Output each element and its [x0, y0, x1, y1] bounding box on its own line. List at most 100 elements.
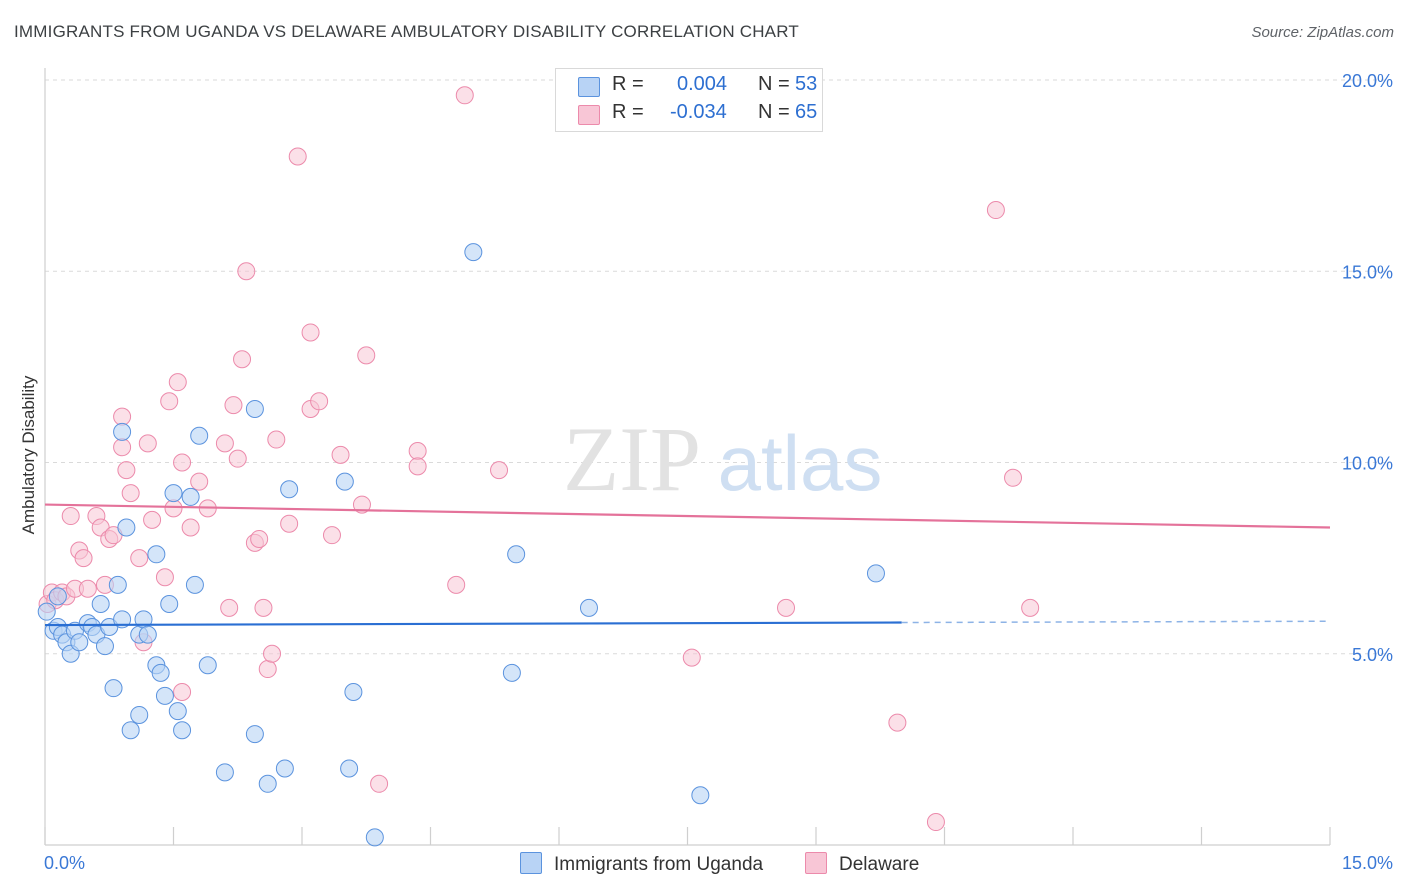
y-tick-label: 15.0% [1342, 262, 1393, 282]
delaware-point [490, 461, 509, 480]
delaware-point [121, 484, 140, 503]
uganda-point [91, 595, 110, 614]
legend-item-delaware: Delaware [805, 852, 919, 876]
uganda-point [37, 602, 56, 621]
uganda-point [173, 721, 192, 740]
uganda-swatch [578, 77, 600, 97]
legend-item-uganda: Immigrants from Uganda [520, 852, 763, 876]
uganda-point [275, 759, 294, 778]
delaware-point [168, 373, 187, 392]
y-axis-label: Ambulatory Disability [19, 375, 38, 534]
uganda-point [164, 484, 183, 503]
delaware-point [237, 262, 256, 281]
uganda-point [198, 656, 217, 675]
delaware-point [215, 434, 234, 453]
delaware-point [117, 461, 136, 480]
uganda-point [70, 633, 89, 652]
n-value: 53 [795, 73, 818, 95]
delaware-point [130, 549, 149, 568]
delaware-point [155, 568, 174, 587]
r-label: R = [612, 101, 644, 123]
uganda-trend-line [44, 621, 902, 627]
watermark-atlas: atlas [718, 419, 883, 507]
uganda-point [365, 828, 384, 847]
delaware-point [408, 442, 427, 461]
uganda-legend-label: Immigrants from Uganda [554, 854, 764, 875]
delaware-point [447, 575, 466, 594]
uganda-point [113, 610, 132, 629]
delaware-point [138, 434, 157, 453]
r-value: -0.034 [670, 101, 727, 123]
uganda-point [245, 725, 264, 744]
uganda-point [579, 598, 598, 617]
watermark-zip: ZIP [563, 408, 701, 510]
uganda-point [151, 663, 170, 682]
source-credit: Source: ZipAtlas.com [1251, 24, 1394, 41]
uganda-point [280, 480, 299, 499]
uganda-point [117, 518, 136, 537]
n-label: N = [758, 101, 790, 123]
series-delaware-points [38, 86, 1040, 832]
uganda-point [168, 702, 187, 721]
uganda-point [48, 587, 67, 606]
delaware-point [173, 453, 192, 472]
delaware-point [224, 396, 243, 415]
delaware-point [455, 86, 474, 105]
uganda-point [130, 705, 149, 724]
uganda-point [160, 595, 179, 614]
uganda-point [691, 786, 710, 805]
delaware-legend-swatch [805, 852, 827, 874]
delaware-point [352, 495, 371, 514]
delaware-point [267, 430, 286, 449]
delaware-point [254, 598, 273, 617]
uganda-point [502, 663, 521, 682]
chart-title: IMMIGRANTS FROM UGANDA VS DELAWARE AMBUL… [14, 22, 799, 41]
uganda-trend-extension [901, 620, 1331, 624]
uganda-point [108, 575, 127, 594]
uganda-point [245, 399, 264, 418]
delaware-point [233, 350, 252, 369]
delaware-point [143, 510, 162, 529]
x-tick-label: 15.0% [1342, 853, 1393, 873]
uganda-point [104, 679, 123, 698]
watermark: ZIP atlas [563, 408, 882, 510]
delaware-point [301, 323, 320, 342]
tick-labels: 5.0% 10.0% 15.0% 20.0% 0.0% 15.0% [44, 71, 1393, 873]
delaware-point [250, 530, 269, 548]
trend-lines [44, 503, 1331, 627]
uganda-point [258, 774, 277, 793]
delaware-point [986, 201, 1005, 220]
uganda-point [181, 487, 200, 506]
delaware-point [777, 598, 796, 617]
r-value: 0.004 [677, 73, 728, 95]
delaware-point [173, 683, 192, 701]
delaware-point [1021, 598, 1040, 617]
uganda-point [215, 763, 234, 782]
uganda-point [866, 564, 885, 583]
uganda-point [185, 575, 204, 594]
n-label: N = [758, 73, 790, 95]
stats-legend: R = 0.004 N = 53 R = -0.034 N = 65 [555, 68, 823, 132]
delaware-point [926, 813, 945, 832]
uganda-legend-swatch [520, 852, 542, 874]
delaware-point [74, 549, 93, 568]
y-tick-label: 10.0% [1342, 454, 1393, 474]
uganda-point [335, 472, 354, 491]
delaware-point [113, 438, 132, 457]
axes [44, 68, 1331, 846]
uganda-point [340, 759, 359, 778]
y-tick-label: 20.0% [1342, 71, 1393, 91]
delaware-point [258, 660, 277, 679]
uganda-point [464, 243, 483, 262]
delaware-point [888, 713, 907, 732]
delaware-point [220, 598, 239, 617]
uganda-point [95, 637, 114, 656]
uganda-point [121, 721, 140, 740]
delaware-point [310, 392, 329, 411]
delaware-point [370, 774, 389, 793]
delaware-point [228, 449, 247, 468]
delaware-point [190, 472, 209, 491]
delaware-point [288, 147, 307, 166]
delaware-point [322, 526, 341, 545]
